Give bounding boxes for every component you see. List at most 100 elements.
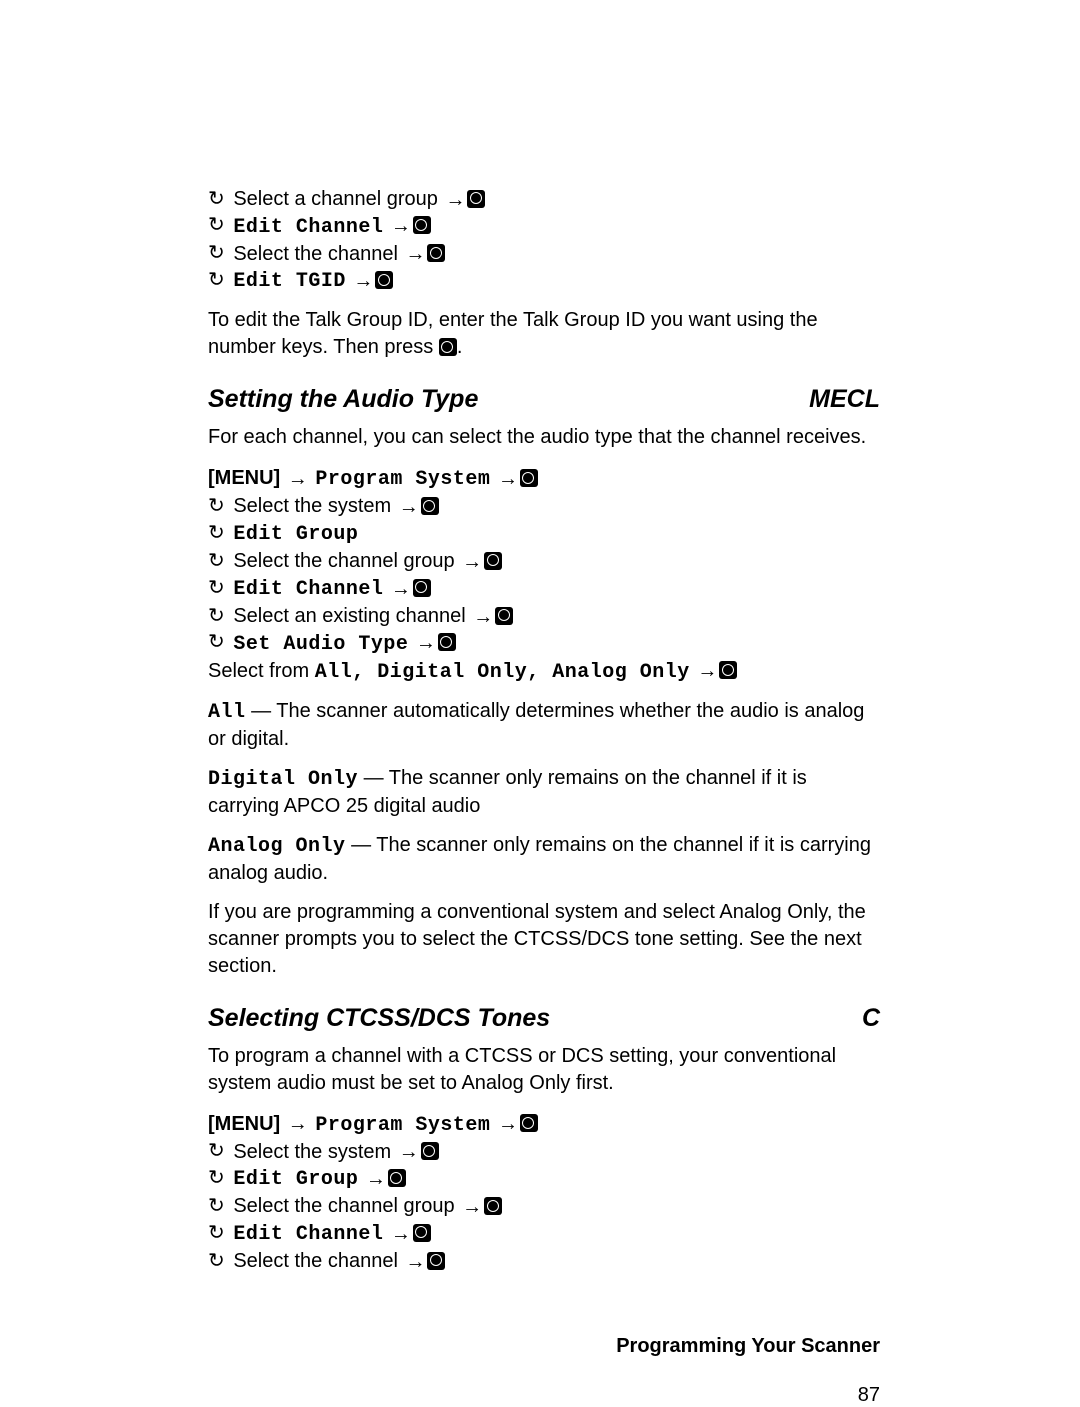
enter-icon (427, 1252, 445, 1270)
nav-text: Edit Group (233, 523, 358, 546)
enter-icon (484, 1197, 502, 1215)
nav-text: Edit Group (233, 1168, 358, 1191)
nav-line: [MENU] → Program System → (208, 465, 880, 493)
enter-icon (413, 579, 431, 597)
nav-block: [MENU] → Program System → ↻ Select the s… (208, 465, 880, 685)
enter-icon (439, 338, 457, 356)
text: . (457, 336, 463, 358)
arrow-icon: → (416, 630, 436, 656)
arrow-icon: → (498, 466, 518, 492)
heading-tag: C (862, 1004, 880, 1033)
paragraph: Digital Only — The scanner only remains … (208, 765, 880, 820)
arrow-icon: → (462, 1194, 482, 1220)
document-page: ↻ Select a channel group → ↻ Edit Channe… (0, 0, 1080, 1407)
paragraph: To program a channel with a CTCSS or DCS… (208, 1043, 880, 1097)
nav-text: Edit Channel (233, 1223, 383, 1246)
scroll-icon: ↻ (208, 212, 225, 238)
paragraph: Analog Only — The scanner only remains o… (208, 832, 880, 887)
arrow-icon: → (498, 1111, 518, 1137)
section-heading: Setting the Audio Type MECL (208, 385, 880, 414)
nav-text: Set Audio Type (233, 633, 408, 656)
scroll-icon: ↻ (208, 575, 225, 601)
scroll-icon: ↻ (208, 1248, 225, 1274)
paragraph: To edit the Talk Group ID, enter the Tal… (208, 307, 880, 361)
enter-icon (495, 607, 513, 625)
nav-line: ↻ Edit Group (208, 520, 880, 548)
nav-text: Select from (208, 660, 315, 682)
enter-icon (520, 1114, 538, 1132)
scroll-icon: ↻ (208, 240, 225, 266)
arrow-icon: → (473, 604, 493, 630)
arrow-icon: → (405, 1249, 425, 1275)
nav-text: Select the channel group (233, 1195, 454, 1217)
nav-line: ↻ Set Audio Type → (208, 630, 880, 658)
enter-icon (421, 497, 439, 515)
nav-text: Select the system (233, 1141, 391, 1163)
arrow-icon: → (288, 466, 308, 492)
option-label: Digital Only (208, 768, 358, 791)
enter-icon (467, 190, 485, 208)
arrow-icon: → (405, 241, 425, 267)
nav-text: Edit Channel (233, 578, 383, 601)
footer-title: Programming Your Scanner (208, 1335, 880, 1358)
enter-icon (388, 1169, 406, 1187)
arrow-icon: → (445, 187, 465, 213)
enter-icon (413, 216, 431, 234)
heading-title: Selecting CTCSS/DCS Tones (208, 1004, 550, 1033)
enter-icon (520, 469, 538, 487)
nav-line: ↻ Select the channel → (208, 241, 880, 268)
arrow-icon: → (353, 268, 373, 294)
nav-text: Program System (315, 468, 490, 491)
scroll-icon: ↻ (208, 1138, 225, 1164)
arrow-icon: → (391, 576, 411, 602)
text: — The scanner automatically determines w… (208, 700, 864, 750)
nav-line: Select from All, Digital Only, Analog On… (208, 658, 880, 686)
scroll-icon: ↻ (208, 1165, 225, 1191)
nav-line: ↻ Select a channel group → (208, 186, 880, 213)
nav-line: ↻ Edit Group → (208, 1165, 880, 1193)
heading-title: Setting the Audio Type (208, 385, 478, 414)
nav-block: [MENU] → Program System → ↻ Select the s… (208, 1111, 880, 1275)
scroll-icon: ↻ (208, 520, 225, 546)
arrow-icon: → (391, 213, 411, 239)
nav-line: ↻ Edit Channel → (208, 1220, 880, 1248)
text: To edit the Talk Group ID, enter the Tal… (208, 309, 818, 358)
arrow-icon: → (288, 1111, 308, 1137)
nav-line: ↻ Select an existing channel → (208, 603, 880, 630)
paragraph: All — The scanner automatically determin… (208, 698, 880, 753)
scroll-icon: ↻ (208, 493, 225, 519)
arrow-icon: → (399, 494, 419, 520)
scroll-icon: ↻ (208, 1193, 225, 1219)
nav-line: ↻ Select the channel group → (208, 548, 880, 575)
enter-icon (484, 552, 502, 570)
nav-text: Select the system (233, 495, 391, 517)
enter-icon (421, 1142, 439, 1160)
nav-line: ↻ Edit TGID → (208, 267, 880, 295)
arrow-icon: → (462, 549, 482, 575)
nav-text: Edit Channel (233, 216, 383, 239)
scroll-icon: ↻ (208, 267, 225, 293)
nav-line: ↻ Select the system → (208, 493, 880, 520)
scroll-icon: ↻ (208, 629, 225, 655)
scroll-icon: ↻ (208, 186, 225, 212)
page-number: 87 (208, 1384, 880, 1407)
arrow-icon: → (366, 1166, 386, 1192)
nav-line: ↻ Edit Channel → (208, 213, 880, 241)
arrow-icon: → (697, 658, 717, 684)
nav-text: Select the channel group (233, 550, 454, 572)
nav-text: Edit TGID (233, 270, 346, 293)
heading-tag: MECL (809, 385, 880, 414)
nav-text: Select an existing channel (233, 605, 465, 627)
arrow-icon: → (391, 1221, 411, 1247)
scroll-icon: ↻ (208, 548, 225, 574)
nav-text: Select a channel group (233, 188, 438, 210)
nav-text: All, Digital Only, Analog Only (315, 661, 690, 684)
nav-line: ↻ Select the channel → (208, 1248, 880, 1275)
nav-line: ↻ Select the channel group → (208, 1193, 880, 1220)
enter-icon (719, 661, 737, 679)
nav-line: ↻ Edit Channel → (208, 575, 880, 603)
enter-icon (375, 271, 393, 289)
menu-label: [MENU] (208, 1113, 280, 1135)
scroll-icon: ↻ (208, 1220, 225, 1246)
enter-icon (438, 633, 456, 651)
